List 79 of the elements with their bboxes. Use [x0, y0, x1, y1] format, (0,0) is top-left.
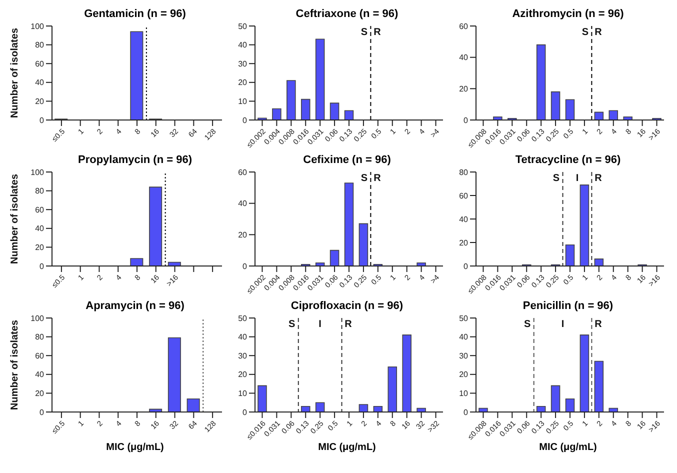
- y-tick-label: 80: [35, 40, 45, 50]
- x-axis-title: MIC (μg/mL): [317, 442, 377, 455]
- y-axis-title: Number of isolates: [10, 28, 21, 118]
- chart-title: Tetracycline (n = 96): [514, 154, 622, 168]
- y-tick-label: 40: [35, 370, 45, 380]
- y-tick-label: 20: [35, 243, 45, 252]
- y-axis-title: Number of isolates: [10, 320, 21, 410]
- chart-title: Ciprofloxacin (n = 96): [290, 300, 404, 314]
- y-tick-label: 60: [238, 168, 248, 177]
- y-tick-label: 50: [238, 314, 248, 323]
- y-tick-label: 10: [459, 389, 469, 398]
- y-tick-label: 0: [40, 408, 45, 417]
- y-tick-label: 20: [459, 84, 469, 94]
- y-tick-label: 20: [238, 370, 248, 380]
- annotation: I: [318, 319, 322, 330]
- y-tick-label: 60: [459, 191, 469, 200]
- annotation: S: [552, 173, 560, 184]
- y-tick-label: 0: [242, 116, 248, 125]
- y-tick-label: 20: [459, 370, 469, 380]
- annotation: S: [360, 27, 368, 38]
- annotation: R: [594, 319, 603, 330]
- annotation: R: [374, 173, 382, 184]
- annotation: S: [524, 319, 532, 330]
- annotation: R: [344, 319, 353, 330]
- annotation: R: [374, 27, 382, 38]
- y-tick-label: 0: [464, 116, 469, 125]
- y-tick-label: 100: [30, 314, 45, 323]
- y-tick-label: 0: [40, 116, 45, 125]
- y-tick-label: 80: [35, 332, 45, 342]
- chart-title: Cefixime (n = 96): [302, 154, 392, 168]
- y-tick-label: 40: [238, 332, 248, 342]
- annotation: S: [360, 173, 368, 184]
- annotation: R: [594, 173, 603, 184]
- chart-title: Penicillin (n = 96): [522, 300, 614, 314]
- y-tick-label: 50: [238, 22, 248, 31]
- y-tick-label: 10: [238, 97, 248, 106]
- y-tick-label: 40: [459, 332, 469, 342]
- chart-title: Apramycin (n = 96): [84, 300, 186, 314]
- y-tick-label: 0: [242, 262, 248, 271]
- y-tick-label: 30: [238, 59, 248, 68]
- y-tick-label: 100: [30, 168, 45, 177]
- y-tick-label: 0: [464, 262, 469, 271]
- y-tick-label: 60: [35, 59, 45, 68]
- y-tick-label: 40: [459, 214, 469, 224]
- y-tick-label: 20: [238, 78, 248, 88]
- y-tick-label: 80: [35, 186, 45, 196]
- y-tick-label: 0: [242, 408, 248, 417]
- y-tick-label: 80: [459, 168, 469, 177]
- y-tick-label: 30: [459, 351, 469, 360]
- y-tick-label: 60: [35, 205, 45, 214]
- y-tick-label: 60: [459, 22, 469, 31]
- y-tick-label: 20: [35, 97, 45, 106]
- x-axis-title: MIC (μg/mL): [538, 442, 598, 455]
- chart-title: Ceftriaxone (n = 96): [294, 8, 400, 22]
- annotation: I: [576, 173, 579, 184]
- y-axis-title: Number of isolates: [10, 174, 21, 264]
- annotation: S: [288, 319, 296, 330]
- y-tick-label: 40: [35, 224, 45, 234]
- y-tick-label: 10: [238, 389, 248, 398]
- y-tick-label: 40: [238, 199, 248, 208]
- y-tick-label: 20: [238, 230, 248, 240]
- y-tick-label: 0: [464, 408, 469, 417]
- y-tick-label: 40: [459, 53, 469, 62]
- annotation: I: [561, 319, 564, 330]
- y-tick-label: 20: [459, 238, 469, 248]
- y-tick-label: 50: [459, 314, 469, 323]
- y-tick-label: 30: [238, 351, 248, 360]
- annotation: S: [582, 27, 589, 38]
- chart-title: Propylamycin (n = 96): [76, 154, 193, 168]
- x-axis-title: MIC (μg/mL): [105, 442, 165, 455]
- chart-title: Azithromycin (n = 96): [511, 8, 625, 22]
- y-tick-label: 20: [35, 389, 45, 398]
- y-tick-label: 0: [40, 262, 45, 271]
- y-tick-label: 40: [238, 40, 248, 50]
- y-tick-label: 60: [35, 351, 45, 360]
- chart-title: Gentamicin (n = 96): [83, 8, 187, 22]
- y-tick-label: 40: [35, 78, 45, 88]
- y-tick-label: 100: [30, 22, 45, 31]
- annotation: R: [594, 27, 603, 38]
